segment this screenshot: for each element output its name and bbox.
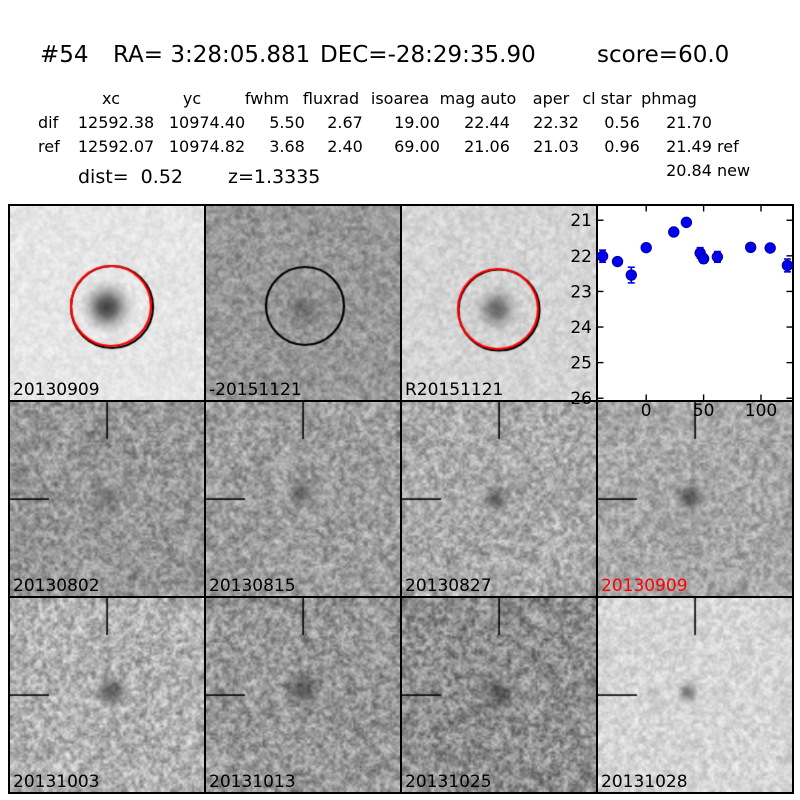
data-point (625, 269, 637, 281)
data-point (744, 241, 757, 253)
stamp-panel-epoch: 20131028 (598, 598, 792, 792)
column-header: yc (182, 89, 202, 108)
stamp-image (402, 206, 596, 400)
cell-fluxrad: 2.67 (327, 113, 363, 132)
cell-aper: 21.03 (533, 137, 579, 156)
stamp-date-label: 20130909 (13, 380, 100, 400)
redshift-value: z=1.3335 (228, 166, 321, 188)
cell-fluxrad: 2.40 (327, 137, 363, 156)
column-header: aper (532, 89, 570, 108)
stamp-image (598, 598, 792, 792)
stamp-date-label: 20130815 (209, 576, 296, 596)
stamp-image (402, 598, 596, 792)
stamp-panel-epoch: 20130802 (10, 402, 204, 596)
cell-xc: 12592.07 (77, 137, 155, 156)
stamp-panel-difference: -20151121 (206, 206, 400, 400)
y-tick-label: 21 (570, 211, 592, 231)
x-tick-label: 50 (693, 401, 715, 421)
x-tick-label: 0 (641, 401, 652, 421)
column-header: mag auto (439, 89, 517, 108)
cell-fwhm: 3.68 (269, 137, 305, 156)
ref-suffix: ref (717, 137, 739, 156)
y-tick-label: 26 (570, 389, 592, 409)
data-point (697, 252, 710, 265)
new-suffix: new (717, 161, 751, 180)
data-point (596, 250, 609, 262)
column-header: fluxrad (302, 89, 360, 108)
stamp-image (206, 206, 400, 400)
stamp-date-label: 20130909 (601, 576, 688, 596)
cell-yc: 10974.40 (168, 113, 246, 132)
x-tick-label: 100 (745, 401, 777, 421)
stamp-panel-epoch: 20131003 (10, 598, 204, 792)
row-label: ref (38, 137, 60, 156)
stamp-panel-epoch: 20131013 (206, 598, 400, 792)
dist-value: dist= 0.52 (78, 166, 183, 188)
data-point (764, 242, 776, 254)
stamp-panel-epoch: 20131025 (402, 598, 596, 792)
column-header: isoarea (370, 89, 430, 108)
data-point (711, 251, 724, 263)
stamp-date-label: R20151121 (405, 380, 504, 400)
stamp-image (598, 402, 792, 596)
measurements-header-row: xc yc fwhm fluxrad isoarea mag auto aper… (0, 89, 800, 109)
stamp-date-label: 20131025 (405, 772, 492, 792)
cell-phmag: 21.49 (666, 137, 712, 156)
stamp-date-label: 20131013 (209, 772, 296, 792)
row-label: dif (38, 113, 59, 132)
stamp-date-label: 20131028 (601, 772, 688, 792)
stamp-image (402, 402, 596, 596)
stamp-grid: 20130909 -20151121 R20151121 21 22 23 24 25 2… (8, 204, 794, 794)
column-header: cl star (582, 89, 632, 108)
cell-phmag-new: 20.84 (666, 161, 712, 180)
stamp-panel-epoch: 20130815 (206, 402, 400, 596)
cell-phmag: 21.70 (666, 113, 712, 132)
new-phmag-row: 20.84 new (0, 161, 800, 181)
candidate-id: #54 (40, 42, 89, 68)
column-header: phmag (641, 89, 697, 108)
stamp-image (10, 402, 204, 596)
stamp-panel-epoch-highlighted: 20130909 (598, 402, 792, 596)
data-point (680, 216, 693, 229)
column-header: xc (102, 89, 120, 108)
dif-measurements-row: dif 12592.38 10974.40 5.50 2.67 19.00 22… (0, 113, 800, 133)
stamp-panel-reference: R20151121 (402, 206, 596, 400)
cell-magauto: 22.44 (464, 113, 510, 132)
stamp-date-label: 20130802 (13, 576, 100, 596)
dec-value: DEC=-28:29:35.90 (320, 42, 536, 68)
stamp-date-label: -20151121 (209, 380, 302, 400)
score-value: score=60.0 (597, 42, 730, 68)
stamp-image (206, 402, 400, 596)
stamp-panel-new-epoch: 20130909 (10, 206, 204, 400)
stamp-image (10, 598, 204, 792)
cell-yc: 10974.82 (168, 137, 246, 156)
cell-clstar: 0.56 (604, 113, 640, 132)
data-point (640, 241, 652, 254)
y-tick-label: 22 (570, 247, 592, 267)
cell-aper: 22.32 (533, 113, 579, 132)
y-tick-label: 25 (570, 354, 592, 374)
stamp-panel-epoch: 20130827 (402, 402, 596, 596)
stamp-image (206, 598, 400, 792)
cell-isoarea: 69.00 (394, 137, 440, 156)
cell-isoarea: 19.00 (394, 113, 440, 132)
stamp-image (10, 206, 204, 400)
ra-value: RA= 3:28:05.881 (113, 42, 311, 68)
column-header: fwhm (244, 89, 290, 108)
cell-clstar: 0.96 (604, 137, 640, 156)
light-curve-plot: 21 22 23 24 25 26 0 50 100 (570, 206, 794, 421)
light-curve-panel: 21 22 23 24 25 26 0 50 100 (570, 206, 794, 421)
stamp-date-label: 20130827 (405, 576, 492, 596)
stamp-date-label: 20131003 (13, 772, 100, 792)
data-point (611, 255, 624, 268)
data-point (668, 226, 680, 238)
data-point (781, 259, 794, 272)
ref-measurements-row: ref 12592.07 10974.82 3.68 2.40 69.00 21… (0, 137, 800, 157)
y-tick-label: 24 (570, 318, 592, 338)
cell-fwhm: 5.50 (269, 113, 305, 132)
cell-magauto: 21.06 (464, 137, 510, 156)
y-tick-label: 23 (570, 282, 592, 302)
cell-xc: 12592.38 (77, 113, 155, 132)
